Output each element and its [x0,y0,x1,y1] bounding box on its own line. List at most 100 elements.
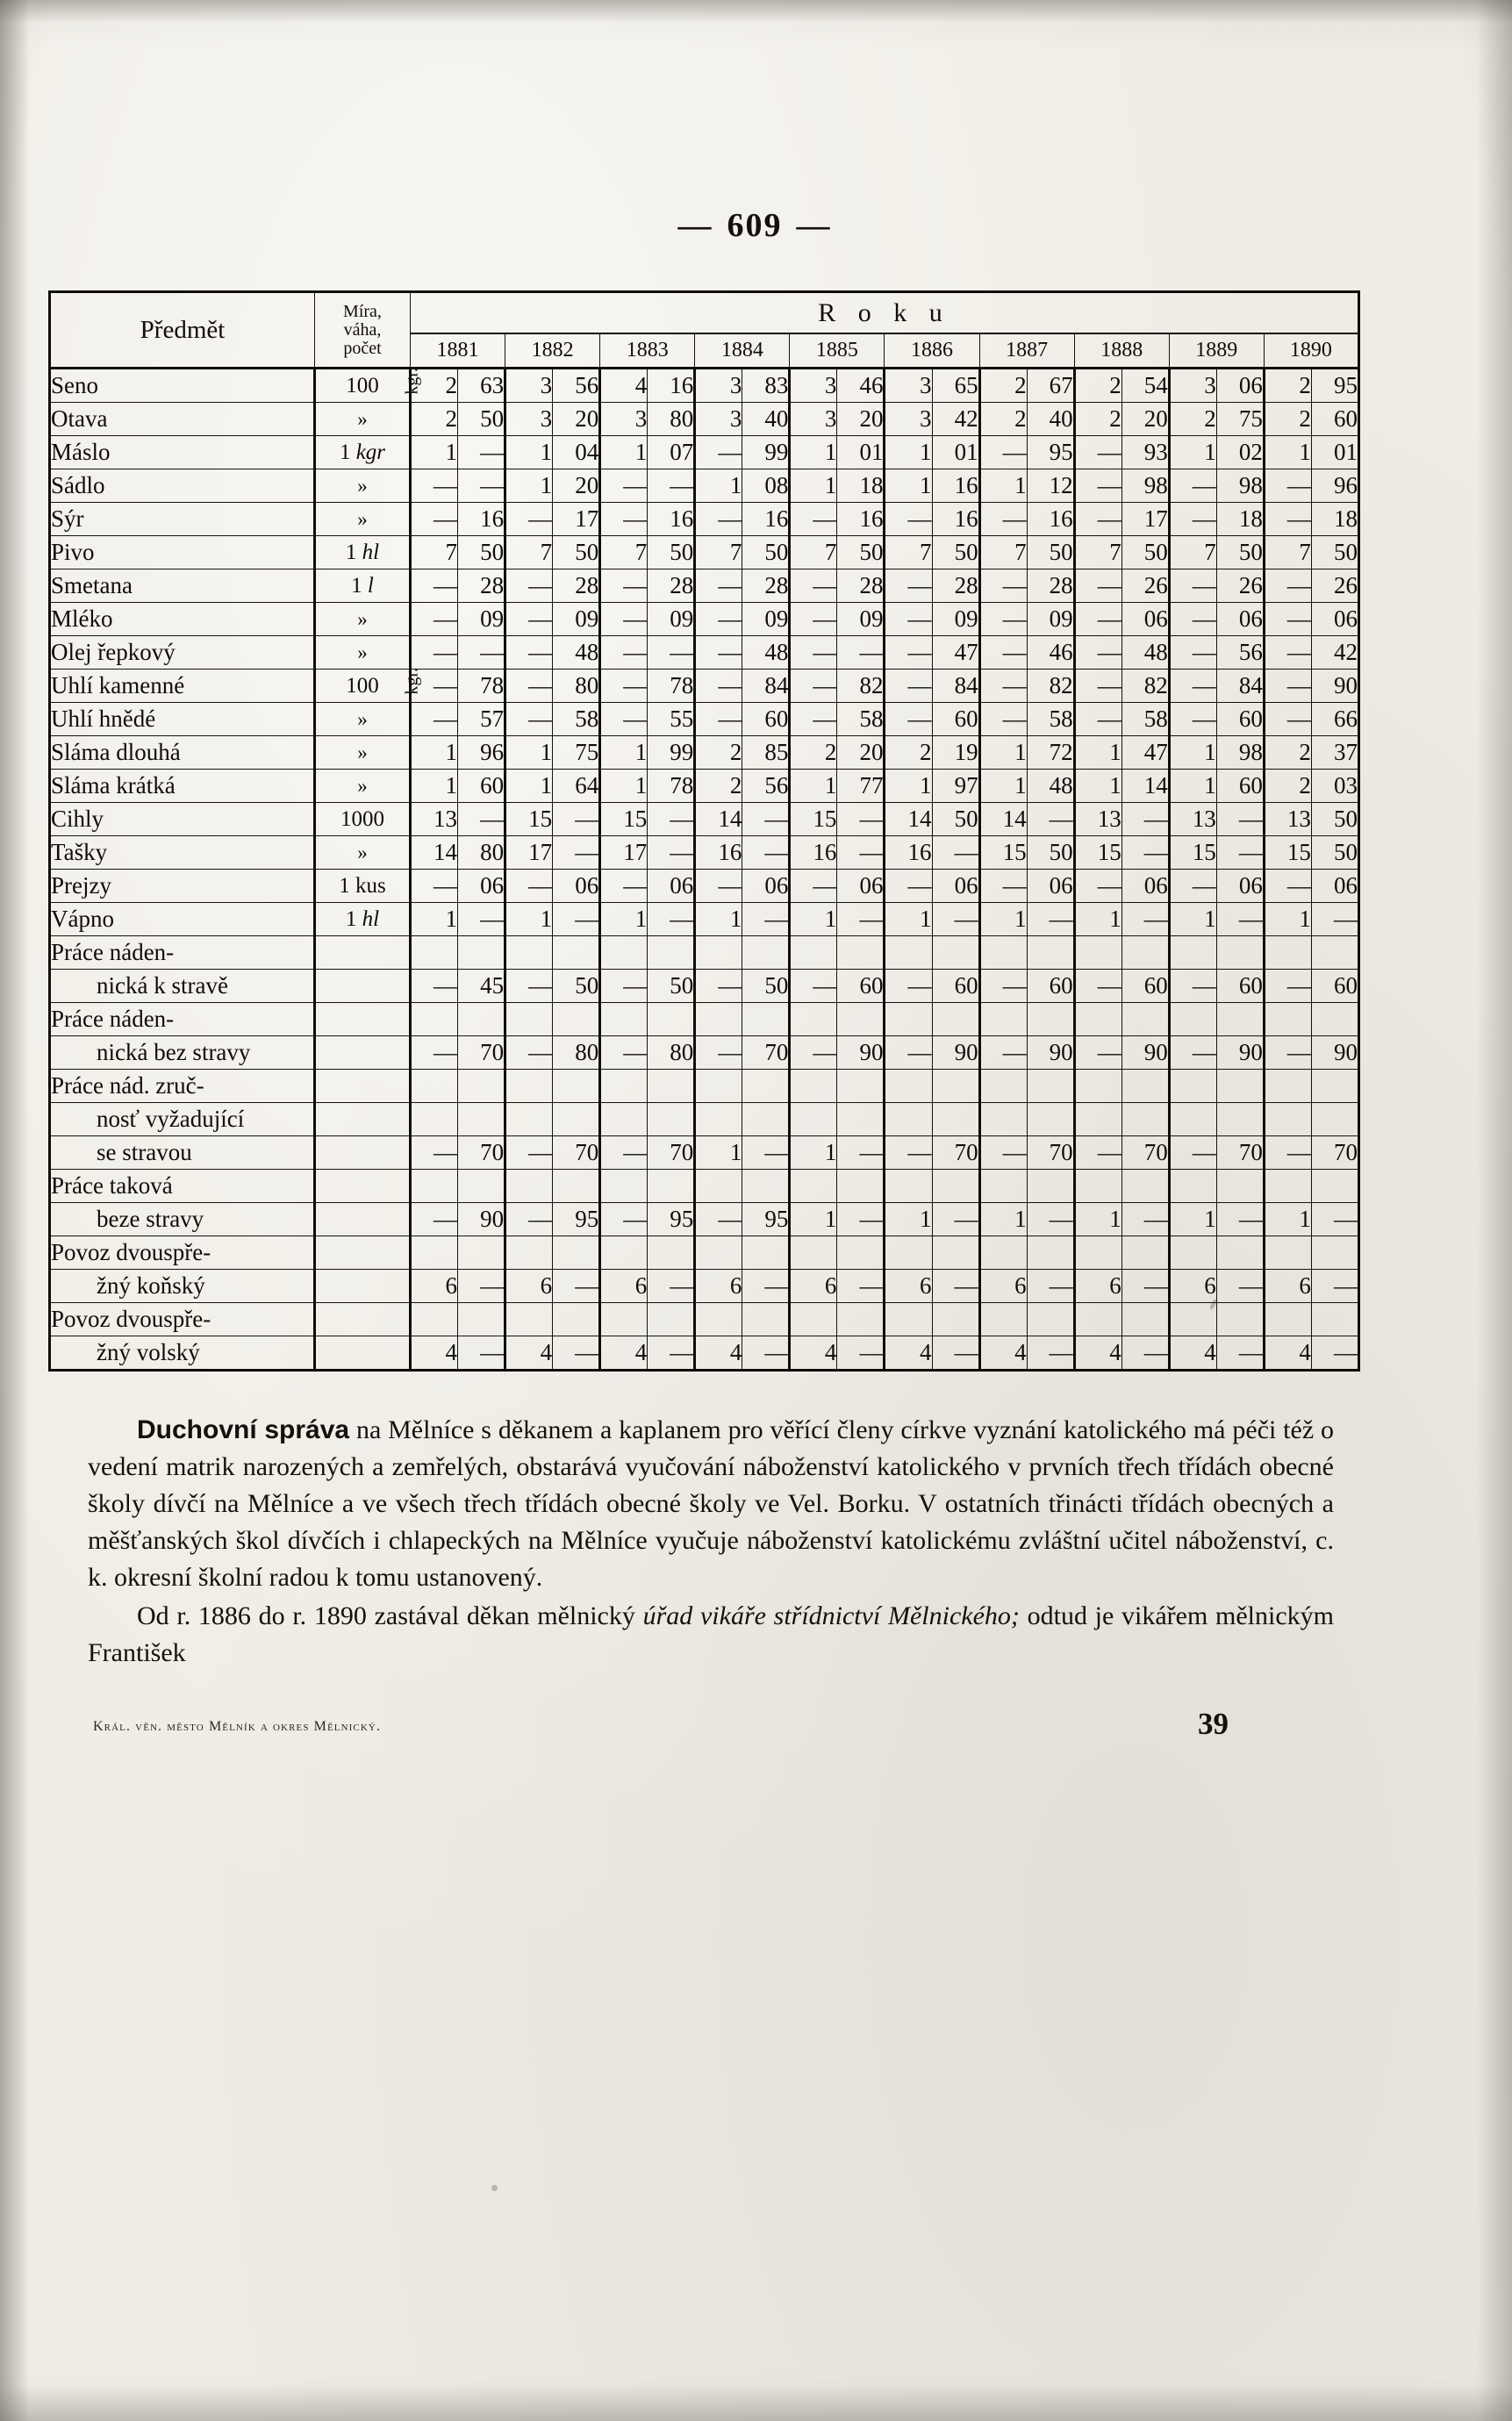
cell-kreuzer: 50 [552,969,602,1003]
cell-kreuzer [1026,1302,1076,1336]
cell-kreuzer: 60 [1310,969,1359,1003]
cell-kreuzer [931,1002,981,1036]
cell-kreuzer [1215,1169,1265,1203]
cell-gulden: 6 [505,1269,554,1303]
cell-gulden [1073,1102,1122,1136]
cell-kreuzer: 90 [1310,1035,1359,1070]
cell-gulden: — [1263,669,1312,703]
row-unit [314,1202,412,1236]
cell-gulden [1263,1102,1312,1136]
cell-kreuzer: 06 [552,869,602,903]
row-unit: 100 kgr. [314,368,422,403]
cell-kreuzer: — [836,1135,886,1170]
cell-gulden: 1 [789,435,838,469]
cell-gulden: 15 [789,802,838,836]
cell-gulden: 1 [789,769,838,803]
cell-kreuzer: — [1215,1202,1265,1236]
cell-kreuzer: 09 [552,602,602,636]
cell-gulden: 1 [884,469,933,503]
cell-gulden: 3 [884,402,933,436]
cell-kreuzer: 09 [836,602,886,636]
cell-kreuzer: 90 [1310,669,1359,703]
cell-kreuzer: — [931,1202,981,1236]
cell-gulden [884,1169,933,1203]
cell-kreuzer: 28 [742,569,792,603]
cell-kreuzer: — [457,435,507,469]
cell-gulden: 6 [789,1269,838,1303]
cell-kreuzer: 50 [1215,535,1265,569]
cell-kreuzer [457,1236,507,1270]
row-label: Uhlí hnědé [49,702,316,736]
row-label: Tašky [49,835,316,870]
paragraph-duchovni-sprava: Duchovní správa na Mělníce s děkanem a k… [88,1412,1334,1596]
cell-kreuzer: 60 [1121,969,1171,1003]
cell-kreuzer: — [647,902,697,936]
header-mira-line3: počet [343,338,382,358]
cell-gulden: — [599,569,649,603]
cell-gulden [409,1069,459,1103]
cell-gulden: 3 [884,368,933,403]
cell-kreuzer [836,1102,886,1136]
row-unit: » [314,502,412,536]
cell-gulden [599,1002,649,1036]
table-row: Tašky» 14 80 17—17—16—16—16—15 50 15—15—15 50 [49,835,1359,870]
cell-kreuzer: — [742,1269,792,1303]
header-year-1887: 1887 [978,333,1075,370]
cell-gulden: 3 [694,402,743,436]
cell-gulden [1168,1002,1217,1036]
cell-gulden: — [599,1135,649,1170]
table-row: nická k stravě —45—50—50—50—60—60—60—60—6… [49,969,1359,1003]
cell-kreuzer [647,1169,697,1203]
header-year-1885: 1885 [789,333,885,370]
cell-gulden: — [409,502,459,536]
unit-number: » [357,408,368,430]
cell-gulden [978,935,1028,970]
cell-kreuzer: — [457,1336,507,1371]
cell-gulden [978,1002,1028,1036]
unit-number: 100 [346,374,379,398]
cell-gulden: 1 [1168,902,1217,936]
cell-gulden: — [1263,869,1312,903]
cell-kreuzer: 06 [1026,869,1076,903]
cell-gulden: 2 [694,769,743,803]
cell-gulden: 3 [1168,368,1217,403]
cell-kreuzer: 48 [1026,769,1076,803]
table-row: Práce náden- [49,935,1359,970]
cell-gulden [694,935,743,970]
cell-gulden: — [694,869,743,903]
row-unit: 1 hl [314,535,412,569]
row-unit [314,1336,412,1371]
cell-gulden [505,1236,554,1270]
cell-gulden: — [1263,969,1312,1003]
cell-kreuzer: 58 [552,702,602,736]
cell-gulden: — [1073,435,1122,469]
row-label: Práce náden- [49,935,316,970]
cell-gulden: 4 [505,1336,554,1371]
cell-gulden: 2 [884,735,933,770]
cell-gulden: — [599,469,649,503]
cell-kreuzer: 80 [647,402,697,436]
cell-kreuzer: 26 [1215,569,1265,603]
cell-kreuzer [836,1069,886,1103]
cell-gulden: 4 [599,368,649,403]
cell-gulden: 13 [1073,802,1122,836]
row-label: nická k stravě [49,969,316,1003]
cell-gulden: 7 [978,535,1028,569]
cell-kreuzer: 90 [836,1035,886,1070]
cell-kreuzer: 45 [457,969,507,1003]
cell-kreuzer: 09 [1026,602,1076,636]
cell-kreuzer [1026,1236,1076,1270]
row-label: Seno [49,368,316,403]
cell-gulden: 1 [409,435,459,469]
cell-gulden: 1 [1168,769,1217,803]
cell-kreuzer: 50 [457,535,507,569]
cell-kreuzer: 70 [647,1135,697,1170]
cell-kreuzer: — [1310,1269,1359,1303]
cell-gulden: — [884,1135,933,1170]
header-year-1890: 1890 [1263,333,1360,370]
row-unit: » [314,769,412,803]
cell-kreuzer: 48 [552,635,602,670]
cell-gulden: — [1168,1135,1217,1170]
cell-gulden: — [1168,635,1217,670]
row-label: Práce nád. zruč- [49,1069,316,1103]
